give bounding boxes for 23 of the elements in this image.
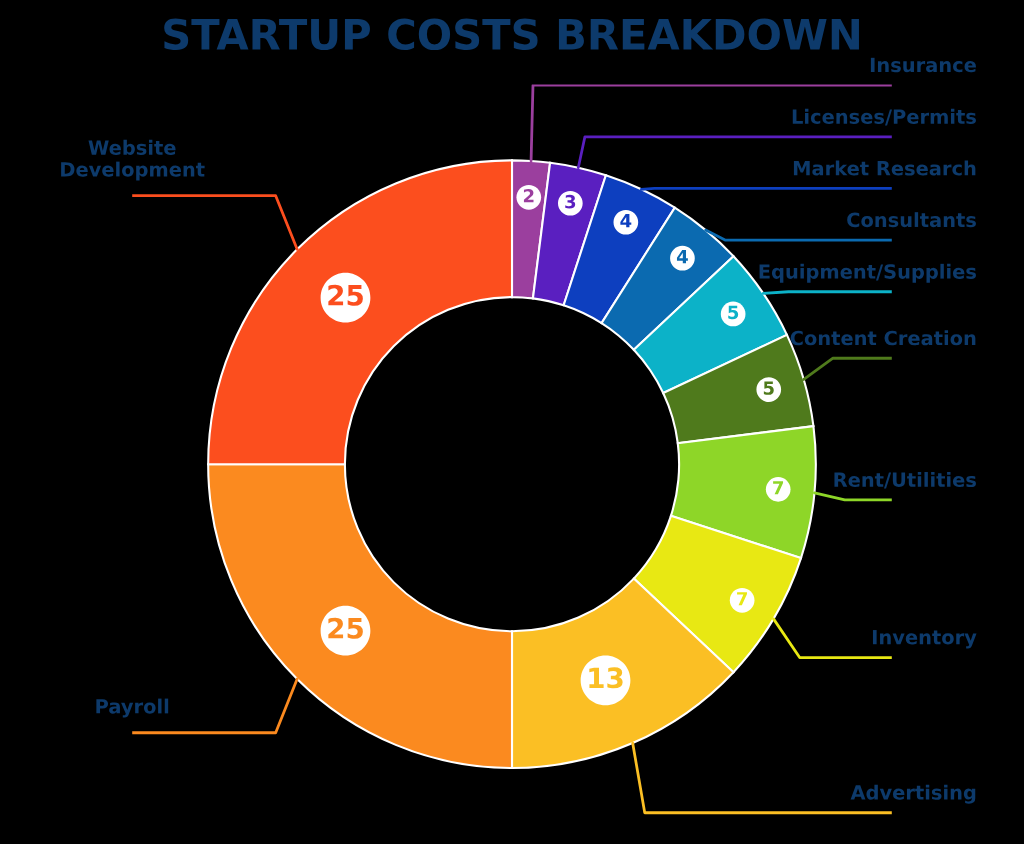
data-label: 7 [773,481,784,495]
slice-label: Rent/Utilities [834,472,976,489]
slice-label: Market Research [793,160,976,176]
slice-label: Website Development [61,139,205,181]
data-label: 2 [523,188,534,203]
data-label: 13 [589,667,623,689]
slice-label: Equipment/Supplies [759,263,976,283]
slice-label: Licenses/Permits [792,108,976,126]
slice-label: Advertising [850,784,976,804]
chart-title: STARTUP COSTS BREAKDOWN [164,18,859,51]
data-label: 4 [620,214,632,228]
data-label: 4 [676,250,688,264]
slice-label: Content Creation [790,330,976,346]
slice-label: Consultants [847,212,976,228]
slice-label: Inventory [872,630,977,649]
data-label: 7 [737,592,747,606]
slice-label: Payroll [96,698,169,718]
data-label: 25 [328,284,363,306]
data-label: 25 [328,617,363,639]
data-label: 3 [565,194,576,209]
slice-label: Insurance [870,57,976,73]
data-label: 5 [763,381,774,395]
data-label: 5 [728,305,739,320]
